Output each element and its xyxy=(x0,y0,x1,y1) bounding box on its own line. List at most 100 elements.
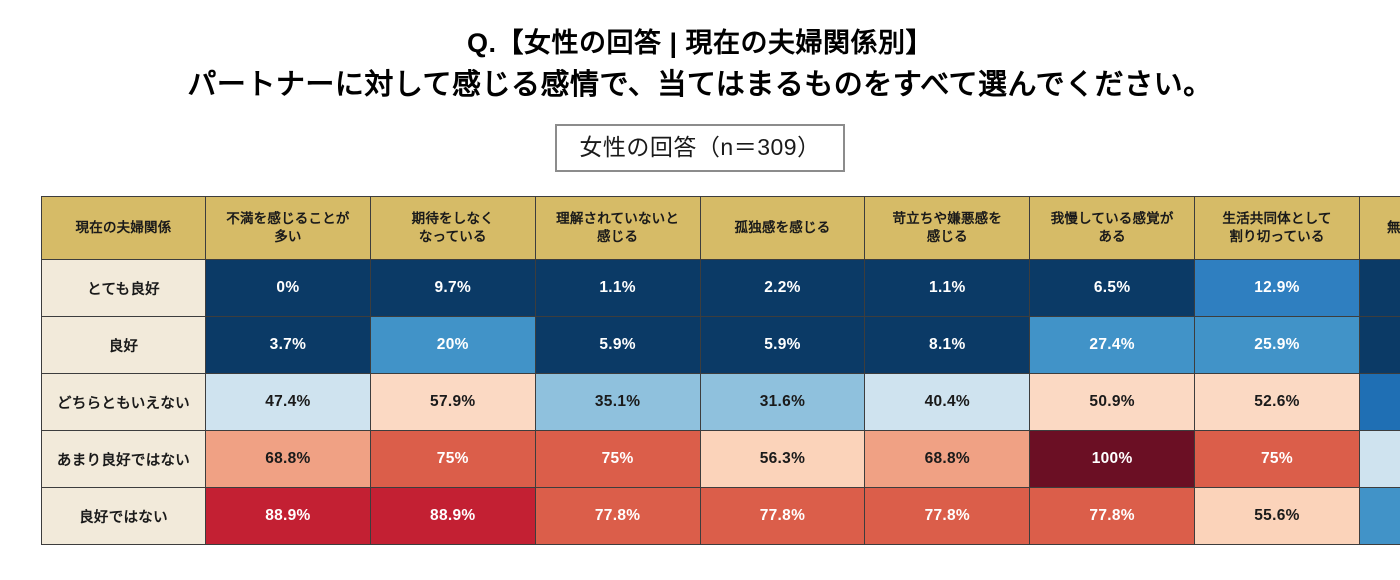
heat-cell-r2-c7: 25.9% xyxy=(1194,316,1360,374)
header-cell-line2: 多い xyxy=(274,229,302,244)
heat-cell-r1-c5: 1.1% xyxy=(864,259,1031,317)
heat-cell-value: 31.6% xyxy=(759,393,806,410)
heat-cell-r1-c6: 6.5% xyxy=(1029,259,1196,317)
header-cell-line2: 割り切っている xyxy=(1229,229,1325,244)
heat-cell-value: 9.7% xyxy=(434,279,472,296)
heat-cell-value: 77.8% xyxy=(759,507,806,524)
heat-cell-r4-c5: 68.8% xyxy=(864,430,1031,488)
header-cell-line2: 感じる xyxy=(926,229,968,244)
heat-cell-value: 75% xyxy=(436,450,469,467)
heatmap-table-wrap: 現在の夫婦関係 不満を感じることが 多い 期待をしなく なっている 理解されていないと 感じ… xyxy=(41,196,1400,545)
heat-cell-value: 22.2% xyxy=(1360,507,1400,525)
heat-cell-r3-c6: 50.9% xyxy=(1029,373,1196,431)
heat-cell-value: 0% xyxy=(1360,279,1400,297)
header-cell-line1: 現在の夫婦関係 xyxy=(75,219,172,235)
page-title-line1: Q.【女性の回答 | 現在の夫婦関係別】 xyxy=(466,28,934,58)
heat-cell-r5-c5: 77.8% xyxy=(864,487,1031,545)
header-cell-row-dimension: 現在の夫婦関係 xyxy=(41,196,206,260)
heat-cell-r3-c8: 14% xyxy=(1358,373,1400,431)
row-label-5: 良好ではない xyxy=(41,487,206,545)
header-cell-line1: 不満を感じることが xyxy=(226,210,350,226)
heat-cell-r3-c3: 35.1% xyxy=(534,373,701,431)
header-cell-line2: 感じる xyxy=(597,229,639,244)
heat-cell-value: 27.4% xyxy=(1089,336,1135,353)
heat-cell-r5-c2: 88.9% xyxy=(369,487,536,545)
heatmap-table: 現在の夫婦関係 不満を感じることが 多い 期待をしなく なっている 理解されていないと 感じ… xyxy=(41,196,1400,545)
header-cell-line1: 無関心に近い感情 xyxy=(1387,219,1400,235)
heat-cell-value: 100% xyxy=(1091,450,1133,467)
heat-cell-value: 2.2% xyxy=(764,279,801,296)
header-cell-line1: 我慢している感覚が xyxy=(1050,210,1174,226)
header-cell-category-2: 期待をしなく なっている xyxy=(369,196,536,260)
header-cell-line1: 苛立ちや嫌悪感を xyxy=(892,210,1003,226)
sample-size-box: 女性の回答（n＝309） xyxy=(555,123,845,173)
heat-cell-value: 75% xyxy=(601,450,634,467)
row-label-2: 良好 xyxy=(41,316,206,374)
heat-cell-value: 40.4% xyxy=(924,393,971,410)
heat-cell-value: 75% xyxy=(1261,450,1293,467)
heat-cell-r3-c5: 40.4% xyxy=(864,373,1031,431)
heat-cell-r5-c1: 88.9% xyxy=(205,487,371,545)
header-cell-category-8: 無関心に近い感情 xyxy=(1358,196,1400,260)
header-cell-line1: 孤独感を感じる xyxy=(734,219,831,235)
header-cell-line1: 期待をしなく xyxy=(411,210,494,226)
heat-cell-r3-c7: 52.6% xyxy=(1194,373,1360,431)
heat-cell-value: 77.8% xyxy=(1089,507,1135,524)
heat-cell-r4-c6: 100% xyxy=(1029,430,1196,488)
heat-cell-value: 50.9% xyxy=(1089,393,1135,410)
table-row: あまり良好ではない 68.8% 75% 75% 56.3% 68.8% 100% 75% 43.… xyxy=(41,430,1400,488)
heat-cell-r3-c2: 57.9% xyxy=(369,373,536,431)
heat-cell-value: 0% xyxy=(276,279,300,296)
header-cell-category-3: 理解されていないと 感じる xyxy=(534,196,701,260)
heat-cell-value: 3.7% xyxy=(269,336,307,353)
row-label-4: あまり良好ではない xyxy=(41,430,206,488)
heat-cell-r2-c2: 20% xyxy=(369,316,536,374)
subtitle-wrap: 女性の回答（n＝309） xyxy=(0,123,1400,173)
heat-cell-value: 5.9% xyxy=(764,336,801,353)
heat-cell-r4-c7: 75% xyxy=(1194,430,1360,488)
table-row: どちらともいえない 47.4% 57.9% 35.1% 31.6% 40.4% 50.9% 5… xyxy=(41,373,1400,431)
heat-cell-value: 43.8% xyxy=(1360,450,1400,468)
heat-cell-r3-c4: 31.6% xyxy=(699,373,866,431)
heat-cell-r1-c8: 0% xyxy=(1358,259,1400,317)
header-cell-line1: 生活共同体として xyxy=(1222,210,1332,226)
header-cell-category-4: 孤独感を感じる xyxy=(699,196,866,260)
heat-cell-value: 68.8% xyxy=(265,450,311,467)
heat-cell-r1-c3: 1.1% xyxy=(534,259,701,317)
heat-cell-value: 12.9% xyxy=(1254,279,1300,296)
heat-cell-r2-c6: 27.4% xyxy=(1029,316,1196,374)
heat-cell-value: 56.3% xyxy=(759,450,806,467)
heat-cell-r4-c1: 68.8% xyxy=(205,430,371,488)
heat-cell-value: 5.9% xyxy=(599,336,636,353)
heat-cell-value: 88.9% xyxy=(265,507,311,524)
row-label-1: とても良好 xyxy=(41,259,206,317)
heat-cell-r2-c1: 3.7% xyxy=(205,316,371,374)
heat-cell-r1-c2: 9.7% xyxy=(369,259,536,317)
header-cell-category-7: 生活共同体として 割り切っている xyxy=(1194,196,1360,260)
heat-cell-r4-c8: 43.8% xyxy=(1358,430,1400,488)
table-row: 良好 3.7% 20% 5.9% 5.9% 8.1% 27.4% 25.9% 0.7% xyxy=(41,316,1400,374)
heat-cell-value: 77.8% xyxy=(594,507,641,524)
heat-cell-r2-c5: 8.1% xyxy=(864,316,1031,374)
heat-cell-value: 8.1% xyxy=(929,336,966,353)
heat-cell-r5-c3: 77.8% xyxy=(534,487,701,545)
header-cell-category-1: 不満を感じることが 多い xyxy=(205,196,371,260)
heat-cell-value: 47.4% xyxy=(265,393,311,410)
page-title-line2: パートナーに対して感じる感情で、当てはまるものをすべて選んでください。 xyxy=(187,68,1213,101)
heat-cell-value: 68.8% xyxy=(924,450,971,467)
heat-cell-value: 55.6% xyxy=(1254,507,1300,524)
heat-cell-value: 77.8% xyxy=(924,507,971,524)
header-cell-category-5: 苛立ちや嫌悪感を 感じる xyxy=(864,196,1031,260)
heat-cell-r1-c1: 0% xyxy=(205,259,371,317)
heat-cell-value: 1.1% xyxy=(599,279,636,296)
heat-cell-r2-c3: 5.9% xyxy=(534,316,701,374)
heat-cell-r5-c4: 77.8% xyxy=(699,487,866,545)
heat-cell-value: 20% xyxy=(436,336,469,353)
header-cell-category-6: 我慢している感覚が ある xyxy=(1029,196,1196,260)
heat-cell-value: 52.6% xyxy=(1254,393,1300,410)
heat-cell-r5-c7: 55.6% xyxy=(1194,487,1360,545)
heat-cell-r4-c3: 75% xyxy=(534,430,701,488)
header-cell-line1: 理解されていないと xyxy=(556,210,680,226)
heat-cell-r1-c4: 2.2% xyxy=(699,259,866,317)
